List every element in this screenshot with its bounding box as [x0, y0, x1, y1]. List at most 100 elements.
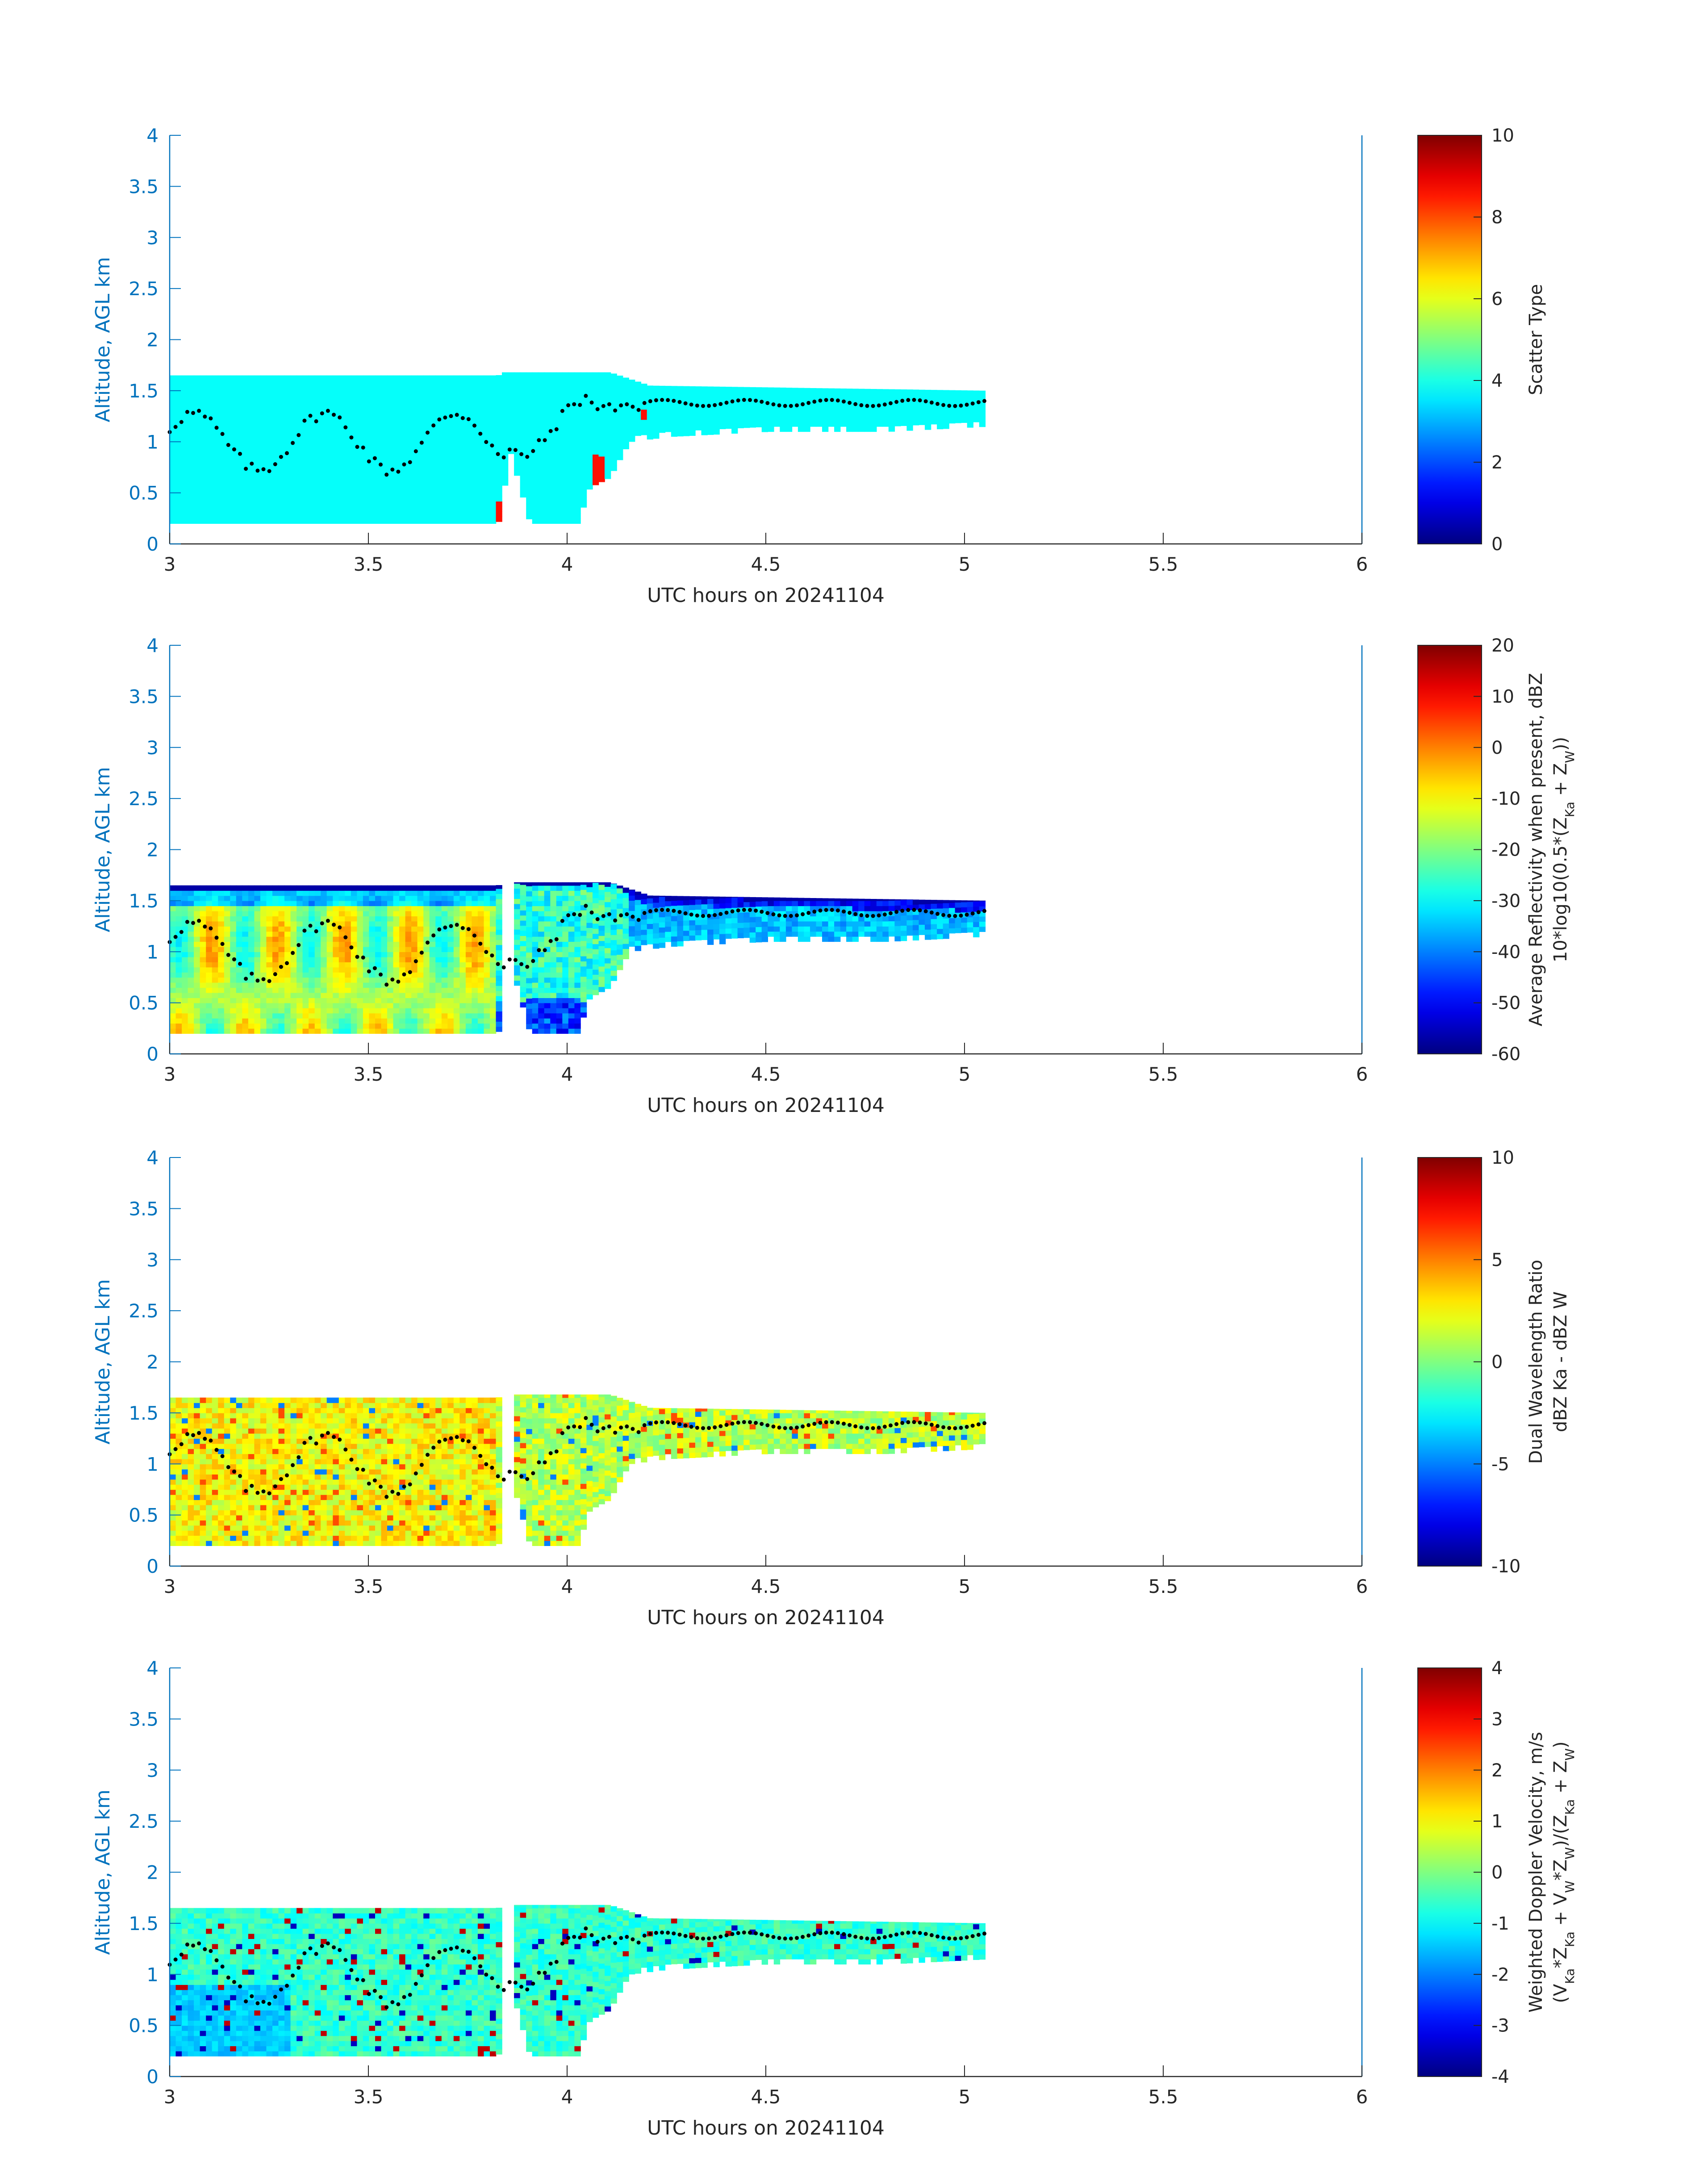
heatmap-cell: [465, 890, 472, 896]
heatmap-cell: [314, 447, 321, 452]
heatmap-cell: [351, 911, 358, 916]
heatmap-cell: [302, 406, 309, 412]
heatmap-cell: [375, 926, 382, 932]
heatmap-cell: [321, 972, 327, 978]
heatmap-cell: [200, 452, 206, 458]
heatmap-cell: [617, 944, 623, 950]
heatmap-cell: [635, 894, 641, 900]
heatmap-cell: [170, 401, 176, 406]
heatmap-cell: [447, 416, 454, 422]
heatmap-cell: [617, 939, 623, 945]
heatmap-cell: [556, 1013, 563, 1019]
heatmap-cell: [175, 1008, 182, 1014]
heatmap-cell: [943, 423, 949, 429]
heatmap-cell: [580, 374, 587, 380]
heatmap-cell: [840, 389, 847, 391]
heatmap-cell: [357, 1028, 363, 1034]
heatmap-cell: [508, 413, 514, 418]
heatmap-cell: [290, 457, 297, 463]
heatmap-cell: [465, 431, 472, 437]
heatmap-cell: [387, 385, 394, 391]
heatmap-cell: [224, 1018, 231, 1024]
heatmap-cell: [302, 941, 309, 947]
heatmap-cell: [417, 972, 424, 978]
heatmap-cell: [296, 952, 303, 957]
heatmap-cell: [338, 442, 346, 447]
heatmap-cell: [447, 952, 454, 957]
heatmap-cell: [405, 482, 412, 488]
heatmap-cell: [369, 906, 376, 911]
track-dot: [830, 398, 834, 402]
heatmap-cell: [574, 493, 581, 498]
heatmap-cell: [441, 447, 448, 452]
track-dot: [490, 443, 494, 448]
heatmap-cell: [345, 931, 351, 937]
heatmap-cell: [212, 957, 218, 962]
heatmap-cell: [333, 1018, 339, 1024]
heatmap-cell: [713, 393, 720, 399]
heatmap-cell: [441, 972, 448, 978]
heatmap-cell: [236, 1008, 243, 1014]
heatmap-cell: [882, 416, 889, 422]
heatmap-cell: [689, 386, 696, 390]
heatmap-cell: [284, 921, 291, 927]
heatmap-cell: [828, 401, 835, 406]
heatmap-cell: [393, 900, 400, 907]
heatmap-cell: [206, 1028, 213, 1034]
track-dot: [713, 403, 717, 407]
heatmap-cell: [447, 946, 454, 952]
heatmap-cell: [260, 416, 267, 422]
heatmap-cell: [266, 421, 273, 427]
heatmap-cell: [472, 1018, 478, 1024]
heatmap-cell: [906, 425, 913, 431]
heatmap-cell: [188, 390, 194, 397]
heatmap-cell: [218, 916, 225, 922]
heatmap-cell: [683, 390, 690, 396]
heatmap-cell: [477, 416, 484, 422]
heatmap-cell: [743, 387, 750, 393]
heatmap-cell: [484, 390, 490, 397]
heatmap-cell: [574, 482, 581, 488]
heatmap-cell: [369, 1028, 376, 1034]
heatmap-cell: [321, 890, 327, 896]
heatmap-cell: [586, 968, 593, 974]
heatmap-cell: [200, 421, 206, 427]
heatmap-cell: [182, 477, 188, 483]
track-dot: [848, 401, 852, 405]
heatmap-cell: [242, 472, 249, 478]
heatmap-cell: [701, 424, 708, 430]
heatmap-cell: [381, 998, 388, 1003]
heatmap-cell: [629, 416, 635, 422]
heatmap-cell: [538, 477, 545, 483]
heatmap-cell: [260, 1018, 267, 1024]
heatmap-cell: [248, 416, 255, 422]
heatmap-cell: [314, 385, 321, 391]
heatmap-cell: [272, 477, 279, 483]
heatmap-cell: [852, 396, 859, 401]
heatmap-cell: [429, 987, 436, 993]
heatmap-cell: [387, 992, 394, 998]
heatmap-cell: [351, 518, 358, 524]
heatmap-cell: [182, 977, 188, 983]
heatmap-cell: [514, 882, 521, 884]
heatmap-cell: [586, 963, 593, 969]
heatmap-cell: [399, 472, 406, 478]
track-dot: [250, 461, 254, 466]
heatmap-cell: [242, 941, 249, 947]
heatmap-cell: [290, 921, 297, 927]
heatmap-cell: [671, 421, 678, 427]
track-dot: [806, 401, 811, 405]
heatmap-cell: [580, 920, 587, 926]
heatmap-cell: [236, 493, 243, 498]
heatmap-cell: [453, 488, 460, 493]
heatmap-cell: [405, 998, 412, 1003]
heatmap-cell: [175, 895, 182, 901]
heatmap-cell: [387, 982, 394, 988]
heatmap-cell: [254, 498, 261, 504]
track-dot: [261, 467, 266, 472]
heatmap-cell: [641, 929, 647, 935]
heatmap-cell: [725, 408, 732, 414]
heatmap-cell: [792, 411, 798, 417]
heatmap-cell: [622, 949, 629, 954]
heatmap-cell: [194, 431, 200, 437]
